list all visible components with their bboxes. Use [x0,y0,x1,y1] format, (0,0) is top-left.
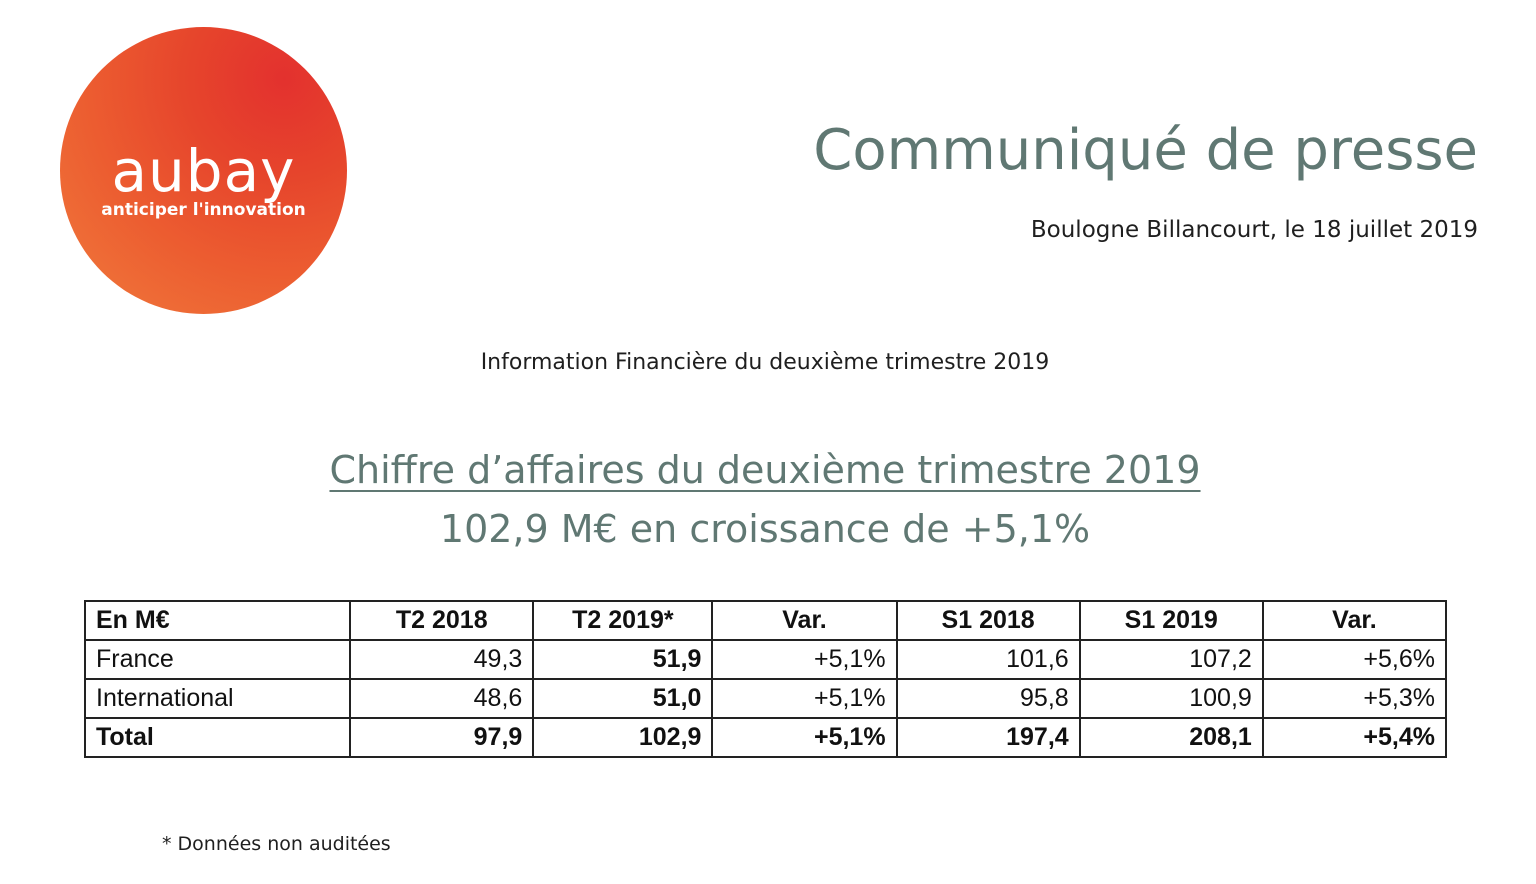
headline-text: Chiffre d’affaires du deuxième trimestre… [329,448,1201,492]
table-total-row: Total 97,9 102,9 +5,1% 197,4 208,1 +5,4% [83,717,1448,758]
table-cell: 208,1 [1078,717,1264,758]
table-cell: 49,3 [349,639,535,680]
revenue-table: En M€ T2 2018 T2 2019* Var. S1 2018 S1 2… [83,600,1448,758]
column-header: Var. [711,600,898,641]
table-cell: 51,0 [532,678,714,719]
headline: Chiffre d’affaires du deuxième trimestre… [0,445,1530,495]
table-cell: 107,2 [1078,639,1264,680]
row-label: France [83,639,352,680]
table-cell: 101,6 [895,639,1081,680]
table-cell: 197,4 [895,717,1081,758]
table-header-row: En M€ T2 2018 T2 2019* Var. S1 2018 S1 2… [83,600,1448,641]
table-row: International 48,6 51,0 +5,1% 95,8 100,9… [83,678,1448,719]
column-header: T2 2018 [349,600,535,641]
dateline: Boulogne Billancourt, le 18 juillet 2019 [1030,217,1478,243]
intro-line: Information Financière du deuxième trime… [480,350,1050,375]
row-label: Total [83,717,352,758]
table-cell: +5,4% [1261,717,1448,758]
table-cell: 102,9 [532,717,714,758]
table-cell: +5,1% [711,639,898,680]
table-cell: 97,9 [349,717,535,758]
footnote: * Données non auditées [162,833,391,855]
table-cell: +5,1% [711,678,898,719]
aubay-logo: aubay anticiper l'innovation [60,27,347,314]
column-header: En M€ [83,600,352,641]
logo-wordmark: aubay [111,137,296,205]
column-header: S1 2019 [1078,600,1264,641]
table-row: France 49,3 51,9 +5,1% 101,6 107,2 +5,6% [83,639,1448,680]
subheadline: 102,9 M€ en croissance de +5,1% [439,507,1091,551]
logo-tagline: anticiper l'innovation [101,200,306,220]
table-cell: 95,8 [895,678,1081,719]
column-header: Var. [1261,600,1448,641]
table-cell: +5,3% [1261,678,1448,719]
row-label: International [83,678,352,719]
column-header: S1 2018 [895,600,1081,641]
table-cell: +5,1% [711,717,898,758]
page-title: Communiqué de presse [813,118,1478,183]
table-cell: 51,9 [532,639,714,680]
column-header: T2 2019* [532,600,714,641]
table-cell: +5,6% [1261,639,1448,680]
table-cell: 100,9 [1078,678,1264,719]
table-cell: 48,6 [349,678,535,719]
